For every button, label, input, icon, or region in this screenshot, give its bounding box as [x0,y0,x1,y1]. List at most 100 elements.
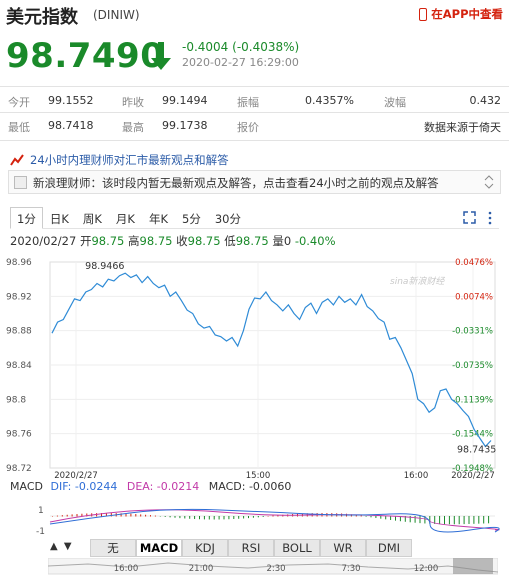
fullscreen-icon[interactable] [463,211,476,224]
macd-bar [277,515,279,517]
indicator-dmi[interactable]: DMI [366,539,412,557]
stat-label: 最高 [122,121,144,134]
y-tick-label: 98.88 [6,327,32,337]
macd-dea: DEA: -0.0214 [126,480,200,493]
last-label: 98.7435 [457,445,496,456]
macd-bar [189,516,191,519]
macd-bar [81,513,83,517]
stat-value: 99.1738 [162,119,208,132]
range-navigator[interactable]: 16:00 21:00 2:30 7:30 12:00 [48,558,498,580]
stat-label: 昨收 [122,96,144,109]
macd-bar [395,516,396,521]
y-tick-label: 98.8 [6,395,26,405]
tab-yearly[interactable]: 年K [148,212,169,226]
macd-bar [365,516,367,517]
max-label: 98.9466 [85,261,124,272]
stat-label: 振幅 [237,96,259,109]
indicator-macd[interactable]: MACD [136,539,182,557]
scroll-arrows-icon[interactable] [484,175,494,189]
navigator-tick-label: 21:00 [189,564,214,574]
stats-row-2: 最低 98.7418 最高 99.1738 报价 数据来源于倚天 [0,115,509,137]
stat-value: 98.7418 [48,119,94,132]
macd-bar [169,516,171,518]
tab-5min[interactable]: 5分 [182,212,201,226]
macd-tick: 1 [38,506,44,516]
macd-bar [228,516,230,520]
open-label: 开 [79,234,92,248]
stat-value: 数据来源于倚天 [424,121,501,134]
macd-bar [248,516,249,519]
macd-bar [375,516,377,519]
indicator-none[interactable]: 无 [90,539,136,557]
macd-bar [272,515,274,517]
macd-bar [238,516,240,519]
arrow-up-icon[interactable]: ▲ [50,541,58,552]
macd-bar [468,516,470,524]
price-chart[interactable]: 98.96 98.92 98.88 98.84 98.8 98.76 98.72 0.047… [0,250,509,480]
macd-bar [380,516,382,519]
pct-tick-label: 0.0476% [455,258,493,268]
stat-label: 报价 [237,121,259,134]
nav-arrows: ▲ ▼ [50,541,72,552]
macd-bar [145,514,147,517]
macd-tick: -1 [36,527,45,537]
trend-icon [10,154,24,166]
pct-tick-label: -0.1544% [452,430,493,440]
stat-value: 0.432 [469,94,502,107]
news-heading-label: 24小时内理财师对汇市最新观点和解答 [30,153,229,167]
macd-bar [267,515,269,517]
stat-value: 0.4357% [305,94,354,107]
more-icon[interactable] [487,211,493,225]
macd-dif: DIF: -0.0244 [50,480,118,493]
indicator-boll[interactable]: BOLL [274,539,320,557]
pct-tick-label: -0.1139% [452,395,493,405]
avatar-icon [14,176,27,189]
tab-daily[interactable]: 日K [49,212,69,226]
tab-1min[interactable]: 1分 [10,207,43,229]
stat-label: 最低 [8,121,30,134]
news-ticker[interactable]: 新浪理财师：该时段内暂无最新观点及解答，点击查看24小时之前的观点及解答 [8,170,501,194]
watermark: sina新浪财经 [390,276,445,287]
macd-bar [444,516,445,525]
macd-bar [360,515,362,517]
macd-chart: 1 -1 [36,506,500,537]
pct-change: -0.40% [294,234,336,248]
macd-bar [61,515,63,517]
range-handle[interactable] [453,558,493,574]
macd-bar [370,516,372,518]
tab-monthly[interactable]: 月K [115,212,135,226]
low-label: 低 [224,234,236,248]
macd-bar [120,513,122,517]
indicator-wr[interactable]: WR [320,539,366,557]
period-tabs: 1分 日K 周K 月K 年K 5分 30分 [10,207,248,229]
indicator-tabs: 无 MACD KDJ RSI BOLL WR DMI [90,539,412,557]
macd-bar [282,514,284,517]
pct-tick-label: 0.0074% [455,292,493,302]
quote-summary-line: 2020/02/27 开98.75 高98.75 收98.75 低98.75 量… [10,233,336,249]
open-in-app-link[interactable]: 在APP中查看 [419,6,503,22]
stat-value: 99.1494 [162,94,208,107]
tab-30min[interactable]: 30分 [214,212,241,226]
tab-weekly[interactable]: 周K [82,212,102,226]
x-tick-label: 15:00 [246,471,271,480]
pct-tick-label: -0.0331% [452,327,493,337]
price-change: -0.4004 (-0.4038%) [182,40,300,54]
macd-bar [488,516,490,524]
news-heading[interactable]: 24小时内理财师对汇市最新观点和解答 [10,152,229,168]
macd-bar [473,516,475,524]
macd-bar [105,513,107,517]
macd-value: MACD: -0.0060 [208,480,292,493]
page-title: 美元指数 [6,7,78,28]
indicator-kdj[interactable]: KDJ [182,539,228,557]
arrow-down-nav-icon[interactable]: ▼ [63,541,72,552]
volume-value: 0 [283,234,292,248]
quote-timestamp: 2020-02-27 16:29:00 [182,56,299,69]
macd-bar [194,516,196,520]
divider [0,86,509,87]
macd-bar [203,516,205,520]
indicator-rsi[interactable]: RSI [228,539,274,557]
open-value: 98.75 [91,234,125,248]
macd-bar [463,516,465,525]
stat-label: 波幅 [384,96,406,109]
macd-bar [71,514,73,517]
